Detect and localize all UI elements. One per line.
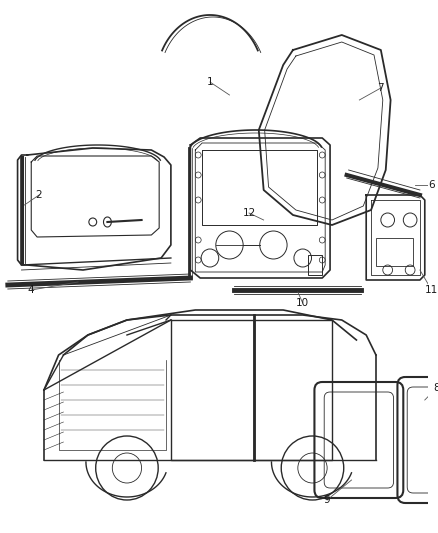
- Text: 9: 9: [324, 495, 330, 505]
- Text: 4: 4: [28, 285, 35, 295]
- Bar: [376, 238, 413, 266]
- Text: 7: 7: [378, 83, 384, 93]
- Text: 6: 6: [428, 180, 435, 190]
- Bar: [307, 255, 322, 275]
- Text: 10: 10: [296, 298, 309, 308]
- Text: 12: 12: [242, 208, 256, 218]
- Text: 11: 11: [425, 285, 438, 295]
- Text: 1: 1: [207, 77, 213, 87]
- Text: 8: 8: [433, 383, 438, 393]
- Text: 2: 2: [36, 190, 42, 200]
